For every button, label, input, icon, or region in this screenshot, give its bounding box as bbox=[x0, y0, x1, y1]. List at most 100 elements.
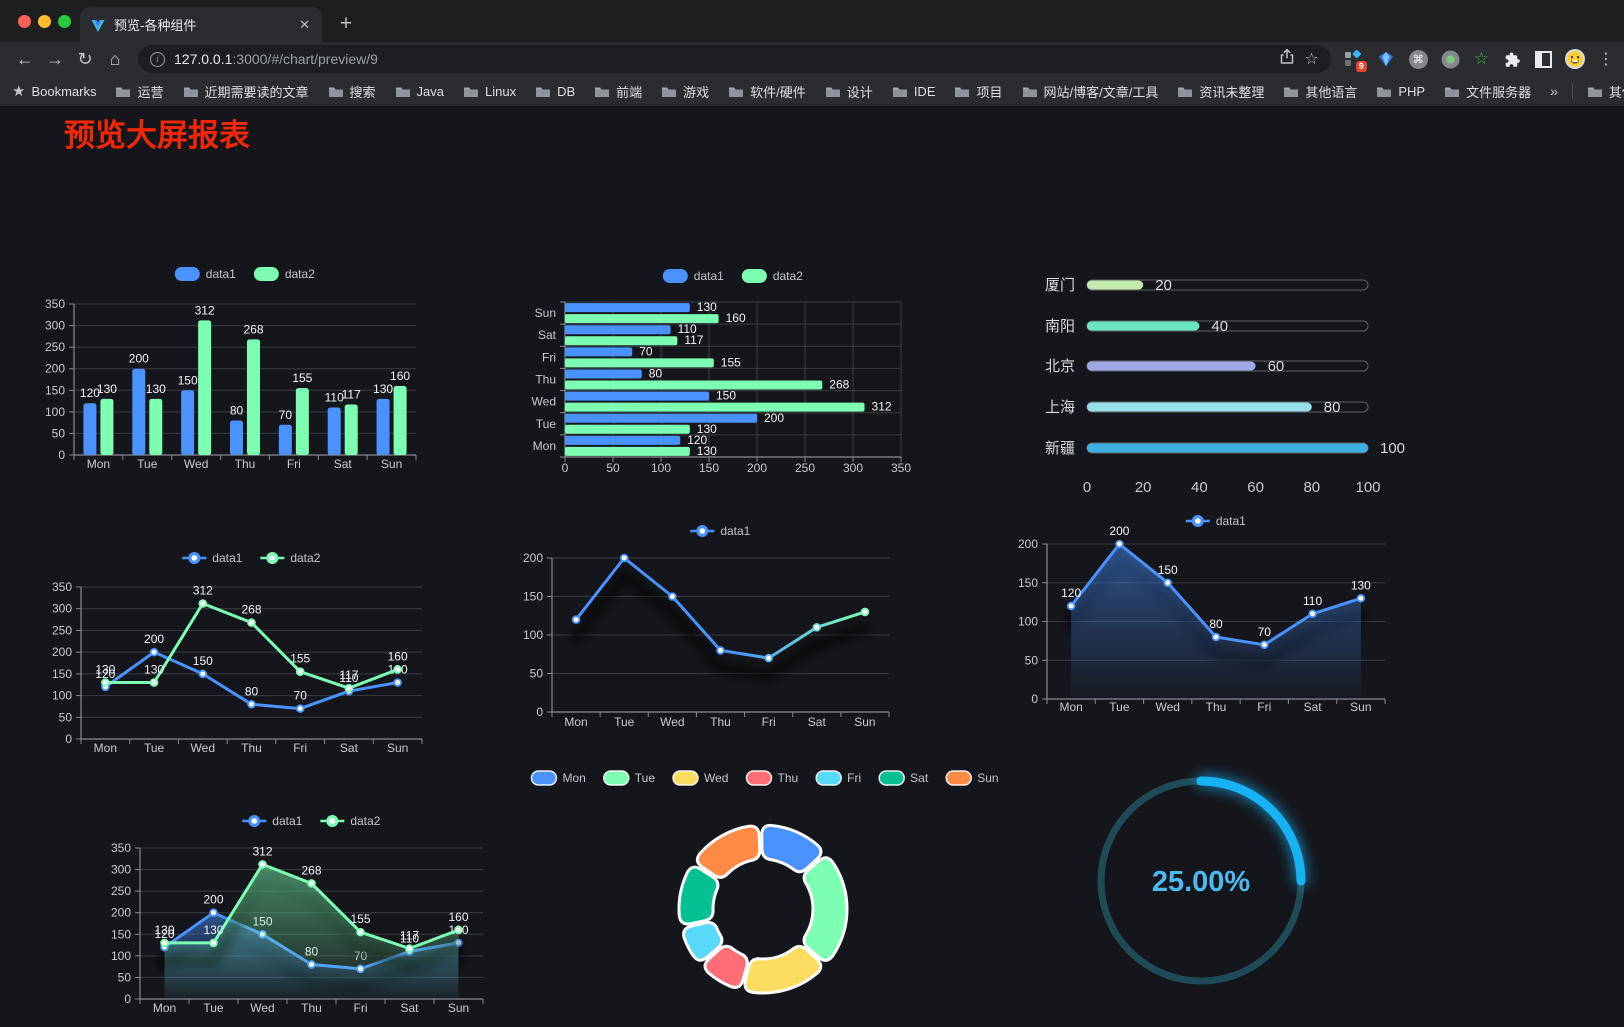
extension-gem-icon[interactable] bbox=[1376, 49, 1396, 69]
folder-icon bbox=[116, 87, 131, 97]
extension-star-icon[interactable]: ☆ bbox=[1473, 49, 1489, 68]
svg-text:北京: 北京 bbox=[1045, 358, 1075, 375]
svg-text:150: 150 bbox=[1158, 563, 1178, 577]
new-tab-button[interactable]: + bbox=[339, 12, 353, 35]
svg-text:50: 50 bbox=[52, 426, 66, 440]
svg-text:268: 268 bbox=[301, 863, 321, 877]
bookmarks-manager[interactable]: ★ Bookmarks bbox=[12, 82, 96, 100]
window-close-button[interactable] bbox=[18, 15, 31, 28]
bookmark-item[interactable]: 搜索 bbox=[328, 82, 376, 101]
window-minimize-button[interactable] bbox=[38, 15, 51, 28]
extension-command-icon[interactable]: ⌘ bbox=[1408, 49, 1428, 69]
svg-text:350: 350 bbox=[111, 841, 131, 855]
home-icon[interactable]: ⌂ bbox=[109, 48, 121, 69]
bookmark-item[interactable]: 设计 bbox=[825, 82, 873, 101]
svg-text:Mon: Mon bbox=[533, 439, 556, 453]
svg-text:160: 160 bbox=[448, 910, 468, 924]
svg-text:data2: data2 bbox=[350, 814, 380, 828]
site-info-icon[interactable]: i bbox=[150, 51, 165, 67]
address-bar[interactable]: i 127.0.0.1:3000/#/chart/preview/9 ☆ bbox=[138, 45, 1331, 73]
svg-text:130: 130 bbox=[697, 444, 717, 458]
bookmark-item[interactable]: 网站/博客/文章/工具 bbox=[1022, 82, 1158, 101]
bookmark-item[interactable]: 其他语言 bbox=[1283, 82, 1357, 101]
bookmark-item[interactable]: PHP bbox=[1376, 84, 1425, 99]
bookmark-item[interactable]: 近期需要读的文章 bbox=[183, 82, 309, 101]
svg-text:Wed: Wed bbox=[1155, 700, 1179, 714]
svg-text:80: 80 bbox=[245, 684, 259, 698]
bookmarks-overflow-icon[interactable]: » bbox=[1550, 83, 1558, 99]
svg-text:data1: data1 bbox=[1216, 514, 1246, 528]
url-domain: 127.0.0.1 bbox=[174, 51, 233, 67]
svg-text:0: 0 bbox=[65, 732, 72, 746]
bookmark-item[interactable]: DB bbox=[535, 84, 575, 99]
browser-tab[interactable]: 预览-各种组件 ✕ bbox=[80, 7, 322, 42]
svg-text:150: 150 bbox=[523, 590, 543, 604]
svg-text:120: 120 bbox=[80, 386, 100, 400]
bookmark-item[interactable]: 软件/硬件 bbox=[728, 82, 806, 101]
back-icon[interactable]: ← bbox=[16, 48, 34, 69]
svg-text:312: 312 bbox=[195, 303, 215, 317]
svg-text:Sun: Sun bbox=[448, 1001, 469, 1015]
svg-text:120: 120 bbox=[95, 667, 115, 681]
svg-text:120: 120 bbox=[687, 433, 707, 447]
reload-icon[interactable]: ↻ bbox=[77, 48, 93, 69]
svg-text:130: 130 bbox=[697, 300, 717, 314]
extensions-puzzle-icon[interactable] bbox=[1502, 49, 1522, 69]
bookmark-item[interactable]: 运营 bbox=[115, 82, 164, 101]
svg-text:Wed: Wed bbox=[191, 741, 215, 755]
menu-kebab-icon[interactable]: ⋮ bbox=[1598, 51, 1614, 68]
forward-icon[interactable]: → bbox=[46, 48, 64, 69]
star-icon: ★ bbox=[12, 83, 26, 100]
profile-avatar[interactable] bbox=[1565, 49, 1585, 69]
svg-text:70: 70 bbox=[639, 344, 653, 358]
tab-close-icon[interactable]: ✕ bbox=[299, 16, 310, 32]
svg-text:120: 120 bbox=[1061, 586, 1081, 600]
bookmark-item[interactable]: 资讯未整理 bbox=[1177, 82, 1264, 101]
svg-text:200: 200 bbox=[129, 352, 149, 366]
folder-icon bbox=[1022, 87, 1037, 97]
share-icon[interactable] bbox=[1279, 48, 1295, 70]
sidebar-toggle-icon[interactable] bbox=[1535, 50, 1552, 68]
svg-text:80: 80 bbox=[230, 403, 244, 417]
svg-text:155: 155 bbox=[292, 371, 312, 385]
svg-text:25.00%: 25.00% bbox=[1152, 866, 1251, 898]
svg-text:268: 268 bbox=[243, 322, 263, 336]
bookmark-item[interactable]: 游戏 bbox=[661, 82, 709, 101]
folder-icon bbox=[183, 87, 198, 97]
svg-text:Fri: Fri bbox=[287, 457, 301, 471]
svg-text:data1: data1 bbox=[720, 524, 750, 538]
other-bookmarks-folder[interactable]: 其他书签 bbox=[1587, 82, 1624, 101]
svg-text:Sat: Sat bbox=[1304, 700, 1323, 714]
browser-toolbar: ← → ↻ ⌂ i 127.0.0.1:3000/#/chart/preview… bbox=[0, 42, 1624, 76]
svg-text:Sun: Sun bbox=[387, 741, 408, 755]
bookmark-item[interactable]: 前端 bbox=[594, 82, 642, 101]
svg-text:312: 312 bbox=[252, 844, 272, 858]
svg-text:130: 130 bbox=[373, 382, 393, 396]
window-zoom-button[interactable] bbox=[58, 15, 71, 28]
svg-text:110: 110 bbox=[400, 932, 419, 946]
svg-text:Tue: Tue bbox=[1109, 700, 1130, 714]
folder-icon bbox=[729, 87, 744, 97]
bookmark-item[interactable]: IDE bbox=[892, 84, 935, 99]
chart-line-gradient: data1 0 50 100 150 200 Mon Tue Wed Thu Fri Sat Sun bbox=[523, 524, 890, 729]
svg-text:100: 100 bbox=[1380, 440, 1405, 457]
svg-text:50: 50 bbox=[59, 710, 73, 724]
svg-text:南阳: 南阳 bbox=[1045, 318, 1075, 335]
svg-text:Wed: Wed bbox=[704, 771, 728, 785]
svg-text:Thu: Thu bbox=[777, 771, 798, 785]
svg-text:100: 100 bbox=[1018, 615, 1038, 629]
bookmark-item[interactable]: 文件服务器 bbox=[1444, 82, 1531, 101]
bookmark-item[interactable]: 项目 bbox=[954, 82, 1003, 101]
svg-text:130: 130 bbox=[97, 382, 117, 396]
svg-text:100: 100 bbox=[1355, 479, 1380, 496]
svg-text:110: 110 bbox=[1303, 594, 1322, 608]
extension-grid-icon[interactable]: 9 bbox=[1343, 49, 1367, 72]
svg-text:0: 0 bbox=[58, 448, 65, 462]
bookmark-item[interactable]: Java bbox=[395, 84, 444, 99]
svg-text:data1: data1 bbox=[272, 814, 302, 828]
extension-dot-icon[interactable] bbox=[1441, 49, 1461, 69]
bookmark-item[interactable]: Linux bbox=[463, 84, 516, 99]
svg-text:100: 100 bbox=[52, 689, 72, 703]
bookmark-star-icon[interactable]: ☆ bbox=[1304, 51, 1319, 68]
tab-title: 预览-各种组件 bbox=[114, 18, 197, 33]
